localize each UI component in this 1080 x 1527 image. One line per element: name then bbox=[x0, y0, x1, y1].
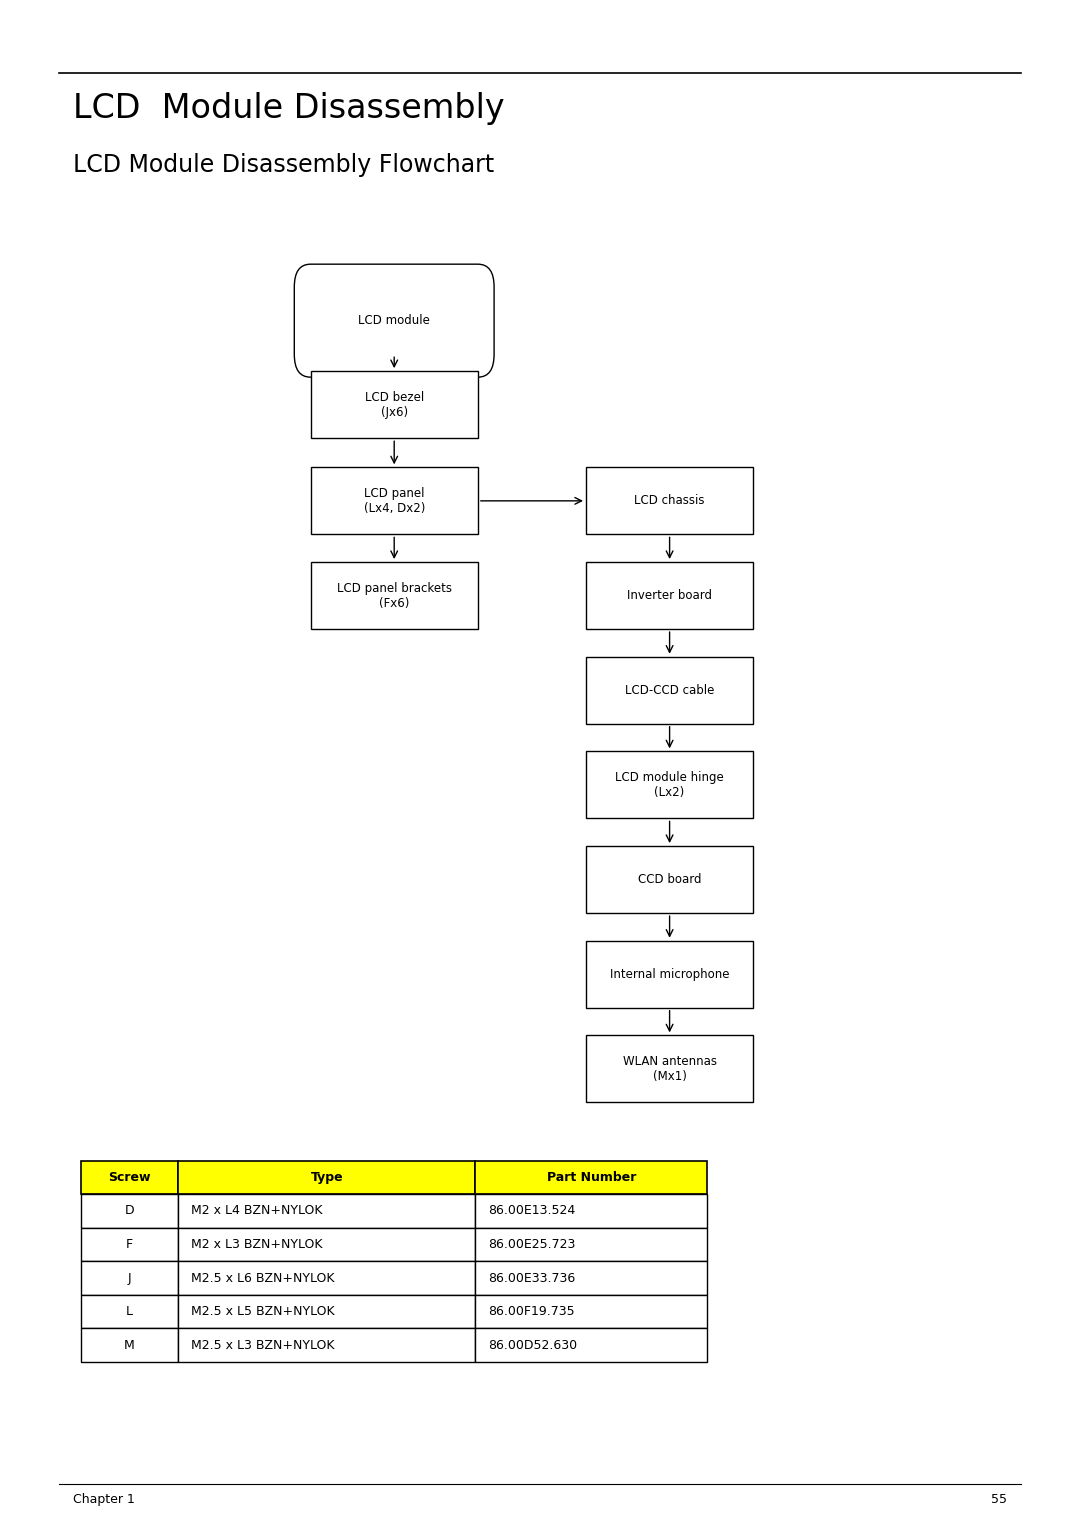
Text: LCD panel brackets
(Fx6): LCD panel brackets (Fx6) bbox=[337, 582, 451, 609]
Bar bbox=[81, 1161, 178, 1194]
Bar bbox=[178, 1228, 475, 1261]
Text: Chapter 1: Chapter 1 bbox=[73, 1493, 135, 1507]
Text: M2.5 x L3 BZN+NYLOK: M2.5 x L3 BZN+NYLOK bbox=[191, 1339, 335, 1351]
Text: LCD panel
(Lx4, Dx2): LCD panel (Lx4, Dx2) bbox=[364, 487, 424, 515]
Bar bbox=[475, 1328, 707, 1362]
Bar bbox=[585, 751, 754, 818]
Text: 86.00E33.736: 86.00E33.736 bbox=[488, 1272, 576, 1284]
Bar bbox=[585, 846, 754, 913]
Text: M2.5 x L5 BZN+NYLOK: M2.5 x L5 BZN+NYLOK bbox=[191, 1306, 335, 1318]
Text: Internal microphone: Internal microphone bbox=[610, 968, 729, 980]
Bar bbox=[81, 1228, 178, 1261]
Text: M2 x L4 BZN+NYLOK: M2 x L4 BZN+NYLOK bbox=[191, 1205, 323, 1217]
Text: M2 x L3 BZN+NYLOK: M2 x L3 BZN+NYLOK bbox=[191, 1238, 323, 1251]
Text: 55: 55 bbox=[990, 1493, 1007, 1507]
Text: LCD bezel
(Jx6): LCD bezel (Jx6) bbox=[365, 391, 423, 418]
Text: WLAN antennas
(Mx1): WLAN antennas (Mx1) bbox=[622, 1055, 717, 1083]
Text: J: J bbox=[127, 1272, 132, 1284]
Text: Screw: Screw bbox=[108, 1171, 151, 1183]
Text: LCD  Module Disassembly: LCD Module Disassembly bbox=[73, 92, 505, 125]
Bar bbox=[475, 1295, 707, 1328]
Text: LCD chassis: LCD chassis bbox=[634, 495, 705, 507]
Text: LCD Module Disassembly Flowchart: LCD Module Disassembly Flowchart bbox=[73, 153, 495, 177]
Bar bbox=[178, 1194, 475, 1228]
Bar bbox=[585, 1035, 754, 1102]
Bar bbox=[311, 467, 478, 534]
FancyBboxPatch shape bbox=[294, 264, 494, 377]
Bar bbox=[585, 657, 754, 724]
Text: F: F bbox=[126, 1238, 133, 1251]
Text: LCD module: LCD module bbox=[359, 315, 430, 327]
Text: M: M bbox=[124, 1339, 135, 1351]
Text: LCD-CCD cable: LCD-CCD cable bbox=[625, 684, 714, 696]
Bar bbox=[475, 1228, 707, 1261]
Bar bbox=[178, 1261, 475, 1295]
Bar bbox=[475, 1261, 707, 1295]
Bar bbox=[178, 1161, 475, 1194]
Text: D: D bbox=[125, 1205, 134, 1217]
Bar bbox=[81, 1328, 178, 1362]
Bar bbox=[178, 1328, 475, 1362]
Bar bbox=[475, 1161, 707, 1194]
Bar bbox=[81, 1194, 178, 1228]
Text: 86.00E13.524: 86.00E13.524 bbox=[488, 1205, 576, 1217]
Bar bbox=[585, 941, 754, 1008]
Text: Part Number: Part Number bbox=[546, 1171, 636, 1183]
Bar bbox=[178, 1295, 475, 1328]
Text: L: L bbox=[126, 1306, 133, 1318]
Bar bbox=[475, 1194, 707, 1228]
Bar bbox=[81, 1261, 178, 1295]
Text: LCD module hinge
(Lx2): LCD module hinge (Lx2) bbox=[616, 771, 724, 799]
Text: 86.00F19.735: 86.00F19.735 bbox=[488, 1306, 575, 1318]
Text: Inverter board: Inverter board bbox=[627, 589, 712, 602]
Bar bbox=[81, 1295, 178, 1328]
Text: Type: Type bbox=[310, 1171, 343, 1183]
Text: M2.5 x L6 BZN+NYLOK: M2.5 x L6 BZN+NYLOK bbox=[191, 1272, 335, 1284]
Text: CCD board: CCD board bbox=[638, 873, 701, 886]
Bar bbox=[311, 562, 478, 629]
Bar bbox=[585, 562, 754, 629]
Bar bbox=[585, 467, 754, 534]
Text: 86.00D52.630: 86.00D52.630 bbox=[488, 1339, 578, 1351]
Bar bbox=[311, 371, 478, 438]
Text: 86.00E25.723: 86.00E25.723 bbox=[488, 1238, 576, 1251]
